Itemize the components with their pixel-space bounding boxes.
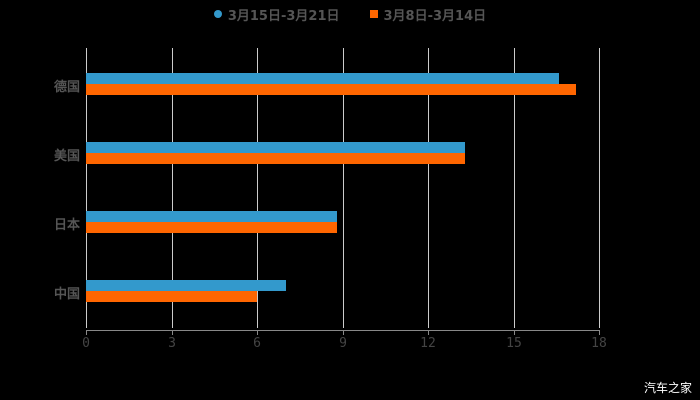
gridline	[599, 48, 600, 328]
x-tick-label: 6	[253, 336, 261, 351]
legend-label: 3月15日-3月21日	[227, 8, 340, 24]
legend: 3月15日-3月21日 3月8日-3月14日	[0, 4, 700, 24]
bar[interactable]	[86, 222, 337, 233]
legend-item-series-1[interactable]: 3月15日-3月21日	[213, 5, 340, 24]
watermark: 汽车之家	[643, 381, 692, 395]
gridline	[343, 48, 344, 328]
y-category-label: 日本	[53, 218, 80, 233]
bar[interactable]	[86, 153, 466, 164]
gridline	[257, 48, 258, 328]
legend-label: 3月8日-3月14日	[383, 8, 487, 24]
legend-item-series-2[interactable]: 3月8日-3月14日	[369, 5, 487, 24]
gridline	[514, 48, 515, 328]
gridline	[172, 48, 173, 328]
y-category-label: 中国	[53, 287, 80, 302]
x-tick-label: 15	[506, 336, 522, 351]
bar[interactable]	[86, 291, 257, 302]
axis-tick	[428, 330, 429, 335]
legend-marker-circle-icon	[213, 10, 222, 18]
axis-tick	[599, 330, 600, 335]
axis-tick	[257, 330, 258, 335]
axis-tick	[172, 330, 173, 335]
axis-tick	[514, 330, 515, 335]
x-tick-label: 12	[420, 336, 436, 351]
x-tick-label: 9	[339, 336, 347, 351]
gridline	[86, 48, 87, 328]
y-category-label: 美国	[53, 149, 80, 164]
bar[interactable]	[86, 142, 466, 153]
x-axis-line	[86, 330, 600, 331]
bar[interactable]	[86, 280, 286, 291]
axis-tick	[86, 330, 87, 335]
axis-tick	[343, 330, 344, 335]
x-tick-label: 18	[591, 336, 607, 351]
y-category-label: 德国	[53, 80, 80, 95]
gridline	[428, 48, 429, 328]
bar[interactable]	[86, 211, 337, 222]
x-tick-label: 0	[82, 336, 90, 351]
legend-marker-square-icon	[369, 10, 378, 18]
bar[interactable]	[86, 84, 577, 95]
x-tick-label: 3	[168, 336, 176, 351]
bar[interactable]	[86, 73, 560, 84]
